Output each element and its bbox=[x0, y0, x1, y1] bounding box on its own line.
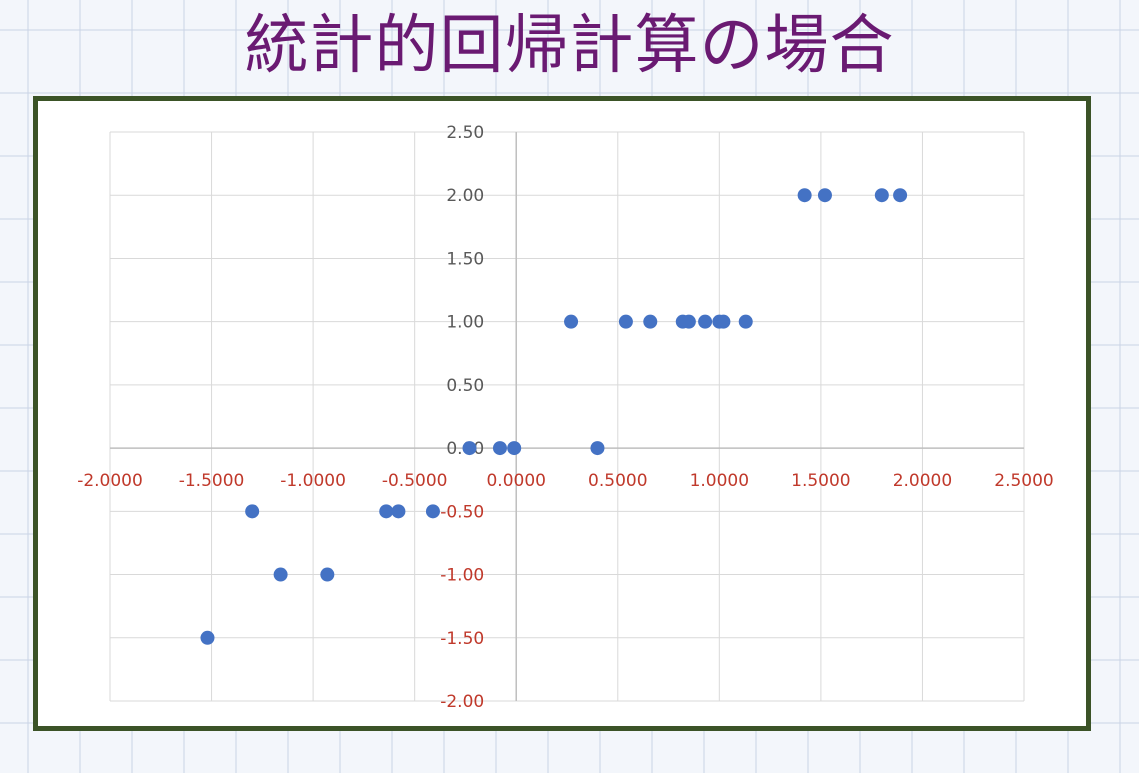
y-tick-label: -1.50 bbox=[440, 629, 484, 649]
data-point bbox=[681, 314, 696, 329]
data-point bbox=[507, 441, 522, 456]
data-point bbox=[320, 567, 335, 582]
data-point bbox=[200, 630, 215, 645]
x-tick-label: -1.5000 bbox=[179, 471, 245, 491]
data-point bbox=[874, 188, 889, 203]
data-point bbox=[391, 504, 406, 519]
scatter-chart: -2.0000 -1.5000 -1.0000 -0.5000 0.0000 0.5000… bbox=[77, 123, 1054, 712]
data-point bbox=[893, 188, 908, 203]
x-tick-label: 0.0000 bbox=[486, 471, 545, 491]
x-tick-label: 1.0000 bbox=[690, 471, 749, 491]
data-point bbox=[643, 314, 658, 329]
y-tick-label: 2.00 bbox=[446, 186, 484, 206]
x-tick-label: 2.5000 bbox=[994, 471, 1053, 491]
y-tick-label: 2.50 bbox=[446, 123, 484, 143]
data-point bbox=[618, 314, 633, 329]
data-point bbox=[379, 504, 394, 519]
y-tick-label: 1.50 bbox=[446, 249, 484, 269]
chart-frame[interactable]: -2.0000 -1.5000 -1.0000 -0.5000 0.0000 0.5000… bbox=[33, 96, 1091, 731]
data-point bbox=[564, 314, 579, 329]
y-tick-label: -0.50 bbox=[440, 502, 484, 522]
data-point bbox=[716, 314, 731, 329]
y-tick-label: 0.50 bbox=[446, 376, 484, 396]
x-tick-label: 0.5000 bbox=[588, 471, 647, 491]
x-tick-label: -1.0000 bbox=[280, 471, 346, 491]
data-point bbox=[425, 504, 440, 519]
y-tick-label: -2.00 bbox=[440, 692, 484, 712]
x-tick-label: -2.0000 bbox=[77, 471, 143, 491]
data-point bbox=[797, 188, 812, 203]
data-point bbox=[817, 188, 832, 203]
x-tick-label: 1.5000 bbox=[791, 471, 850, 491]
data-point bbox=[590, 441, 605, 456]
x-tick-label: -0.5000 bbox=[382, 471, 448, 491]
y-tick-label: -1.00 bbox=[440, 566, 484, 586]
data-point bbox=[245, 504, 260, 519]
y-tick-label: 1.00 bbox=[446, 313, 484, 333]
data-point bbox=[492, 441, 507, 456]
data-point bbox=[698, 314, 713, 329]
x-tick-label: 2.0000 bbox=[893, 471, 952, 491]
data-point bbox=[462, 441, 477, 456]
data-point bbox=[738, 314, 753, 329]
page-title: 統計的回帰計算の場合 bbox=[244, 9, 895, 83]
data-point bbox=[273, 567, 288, 582]
